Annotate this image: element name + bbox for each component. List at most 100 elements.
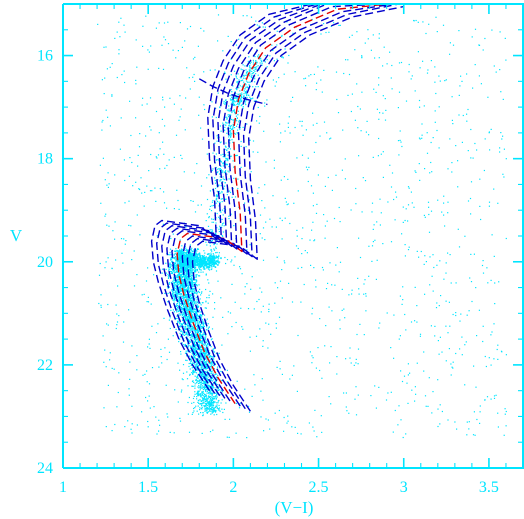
star-point [203,399,205,401]
star-point [193,265,195,267]
star-point [205,345,208,347]
star-point [213,414,215,416]
star-point [203,256,205,258]
star-point [188,314,190,316]
star-point [161,268,164,270]
star-point [211,405,213,407]
star-point [191,347,193,349]
star-point [201,405,203,407]
star-point [189,320,191,322]
star-point [201,391,204,393]
star-point [239,76,241,78]
star-point [191,413,193,415]
star-point [225,146,227,148]
star-point [245,104,247,106]
star-point [203,367,206,369]
field-star-point [249,350,251,352]
star-point [182,252,185,254]
star-point [206,407,209,409]
star-point [211,409,213,411]
star-point [197,382,200,385]
star-point [198,395,200,397]
star-point [201,348,203,350]
field-star-point [101,129,103,131]
star-point [215,257,217,259]
star-point [187,285,189,287]
star-point [209,258,211,260]
star-point [184,254,186,256]
field-star-point [347,59,349,61]
star-point [191,253,194,256]
star-point [197,347,199,349]
field-star-point [443,214,445,216]
star-point [197,341,199,343]
star-point [186,359,188,362]
star-point [206,297,208,299]
field-star-point [504,37,506,39]
field-star-point [324,345,326,347]
star-point [213,256,215,259]
field-star-point [364,279,366,281]
star-point [186,302,189,305]
star-point [186,255,189,257]
field-star-point [357,127,359,129]
star-point [234,113,236,115]
field-star-point [135,117,137,119]
star-point [200,325,202,327]
star-point [186,276,188,278]
star-point [217,409,219,411]
star-point [187,312,189,314]
star-point [210,258,212,260]
star-point [184,294,186,296]
star-point [191,360,193,362]
star-point [194,367,196,369]
star-point [199,382,201,384]
star-point [179,285,181,287]
star-point [257,56,259,58]
star-point [197,401,199,403]
star-point [195,372,198,374]
star-point [213,402,215,404]
star-point [247,70,249,73]
star-point [204,405,206,407]
star-point [186,249,188,251]
field-star-point [358,237,360,239]
star-point [216,407,218,409]
star-point [231,100,233,102]
star-point [215,373,217,375]
star-point [199,313,202,316]
star-point [207,384,209,387]
star-point [198,259,200,261]
star-point [208,217,210,219]
star-point [192,347,194,349]
star-point [183,311,185,313]
star-point [216,172,218,174]
star-point [201,364,203,366]
star-point [241,96,243,98]
star-point [233,119,235,121]
star-point [180,257,182,259]
star-point [190,361,192,363]
star-point [214,260,216,262]
star-point [248,81,250,83]
star-point [181,263,183,266]
star-point [196,263,198,265]
star-point [195,334,197,337]
star-point [201,337,203,339]
field-star-point [333,22,335,24]
field-star-point [275,322,277,325]
star-point [219,179,221,181]
star-point [196,248,199,250]
star-point [179,270,181,272]
star-point [191,270,194,272]
star-point [181,316,183,318]
star-point [174,265,176,267]
star-point [232,123,234,125]
star-point [170,268,172,270]
star-point [193,343,195,345]
star-point [213,265,215,267]
field-star-point [313,73,315,75]
star-point [186,252,188,254]
field-star-point [405,433,407,435]
star-point [194,364,196,366]
